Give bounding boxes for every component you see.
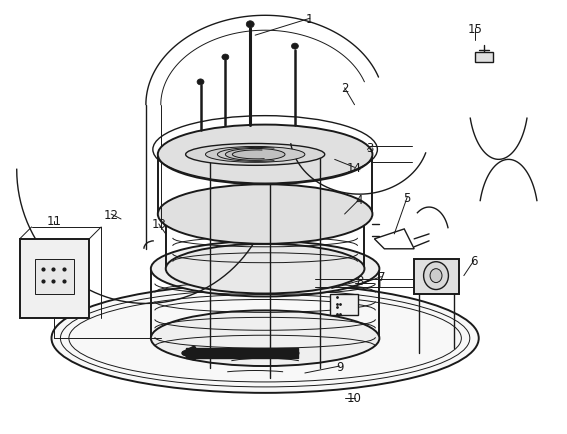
Text: 5: 5: [404, 191, 411, 204]
Ellipse shape: [185, 144, 325, 166]
Ellipse shape: [205, 147, 305, 163]
Ellipse shape: [166, 190, 365, 239]
Ellipse shape: [222, 55, 229, 61]
Bar: [20, 239, 89, 319]
Text: 9: 9: [336, 360, 344, 373]
Text: 15: 15: [467, 23, 482, 36]
Ellipse shape: [197, 80, 204, 85]
Bar: [329, 294, 358, 316]
Ellipse shape: [424, 262, 448, 290]
Polygon shape: [185, 349, 298, 358]
Ellipse shape: [166, 244, 365, 294]
Text: 11: 11: [47, 215, 62, 228]
Ellipse shape: [246, 22, 254, 29]
Ellipse shape: [151, 241, 379, 297]
Text: 14: 14: [347, 161, 362, 174]
Bar: [414, 259, 459, 294]
Text: 4: 4: [356, 193, 363, 206]
Text: 6: 6: [470, 255, 477, 268]
Text: T: T: [376, 278, 382, 288]
Ellipse shape: [151, 311, 379, 366]
Bar: [475, 53, 493, 63]
Ellipse shape: [158, 185, 373, 244]
Ellipse shape: [225, 149, 285, 161]
Text: 12: 12: [104, 208, 119, 221]
Bar: [35, 259, 74, 294]
Text: 10: 10: [347, 391, 362, 404]
Ellipse shape: [158, 125, 373, 185]
Text: 3: 3: [366, 141, 373, 155]
Text: 1: 1: [306, 13, 314, 26]
Text: 8: 8: [356, 274, 363, 287]
Ellipse shape: [291, 44, 298, 50]
Ellipse shape: [52, 284, 479, 393]
Ellipse shape: [430, 269, 442, 283]
Text: 7: 7: [378, 270, 385, 283]
Text: 13: 13: [151, 218, 166, 231]
Text: 2: 2: [341, 82, 348, 95]
